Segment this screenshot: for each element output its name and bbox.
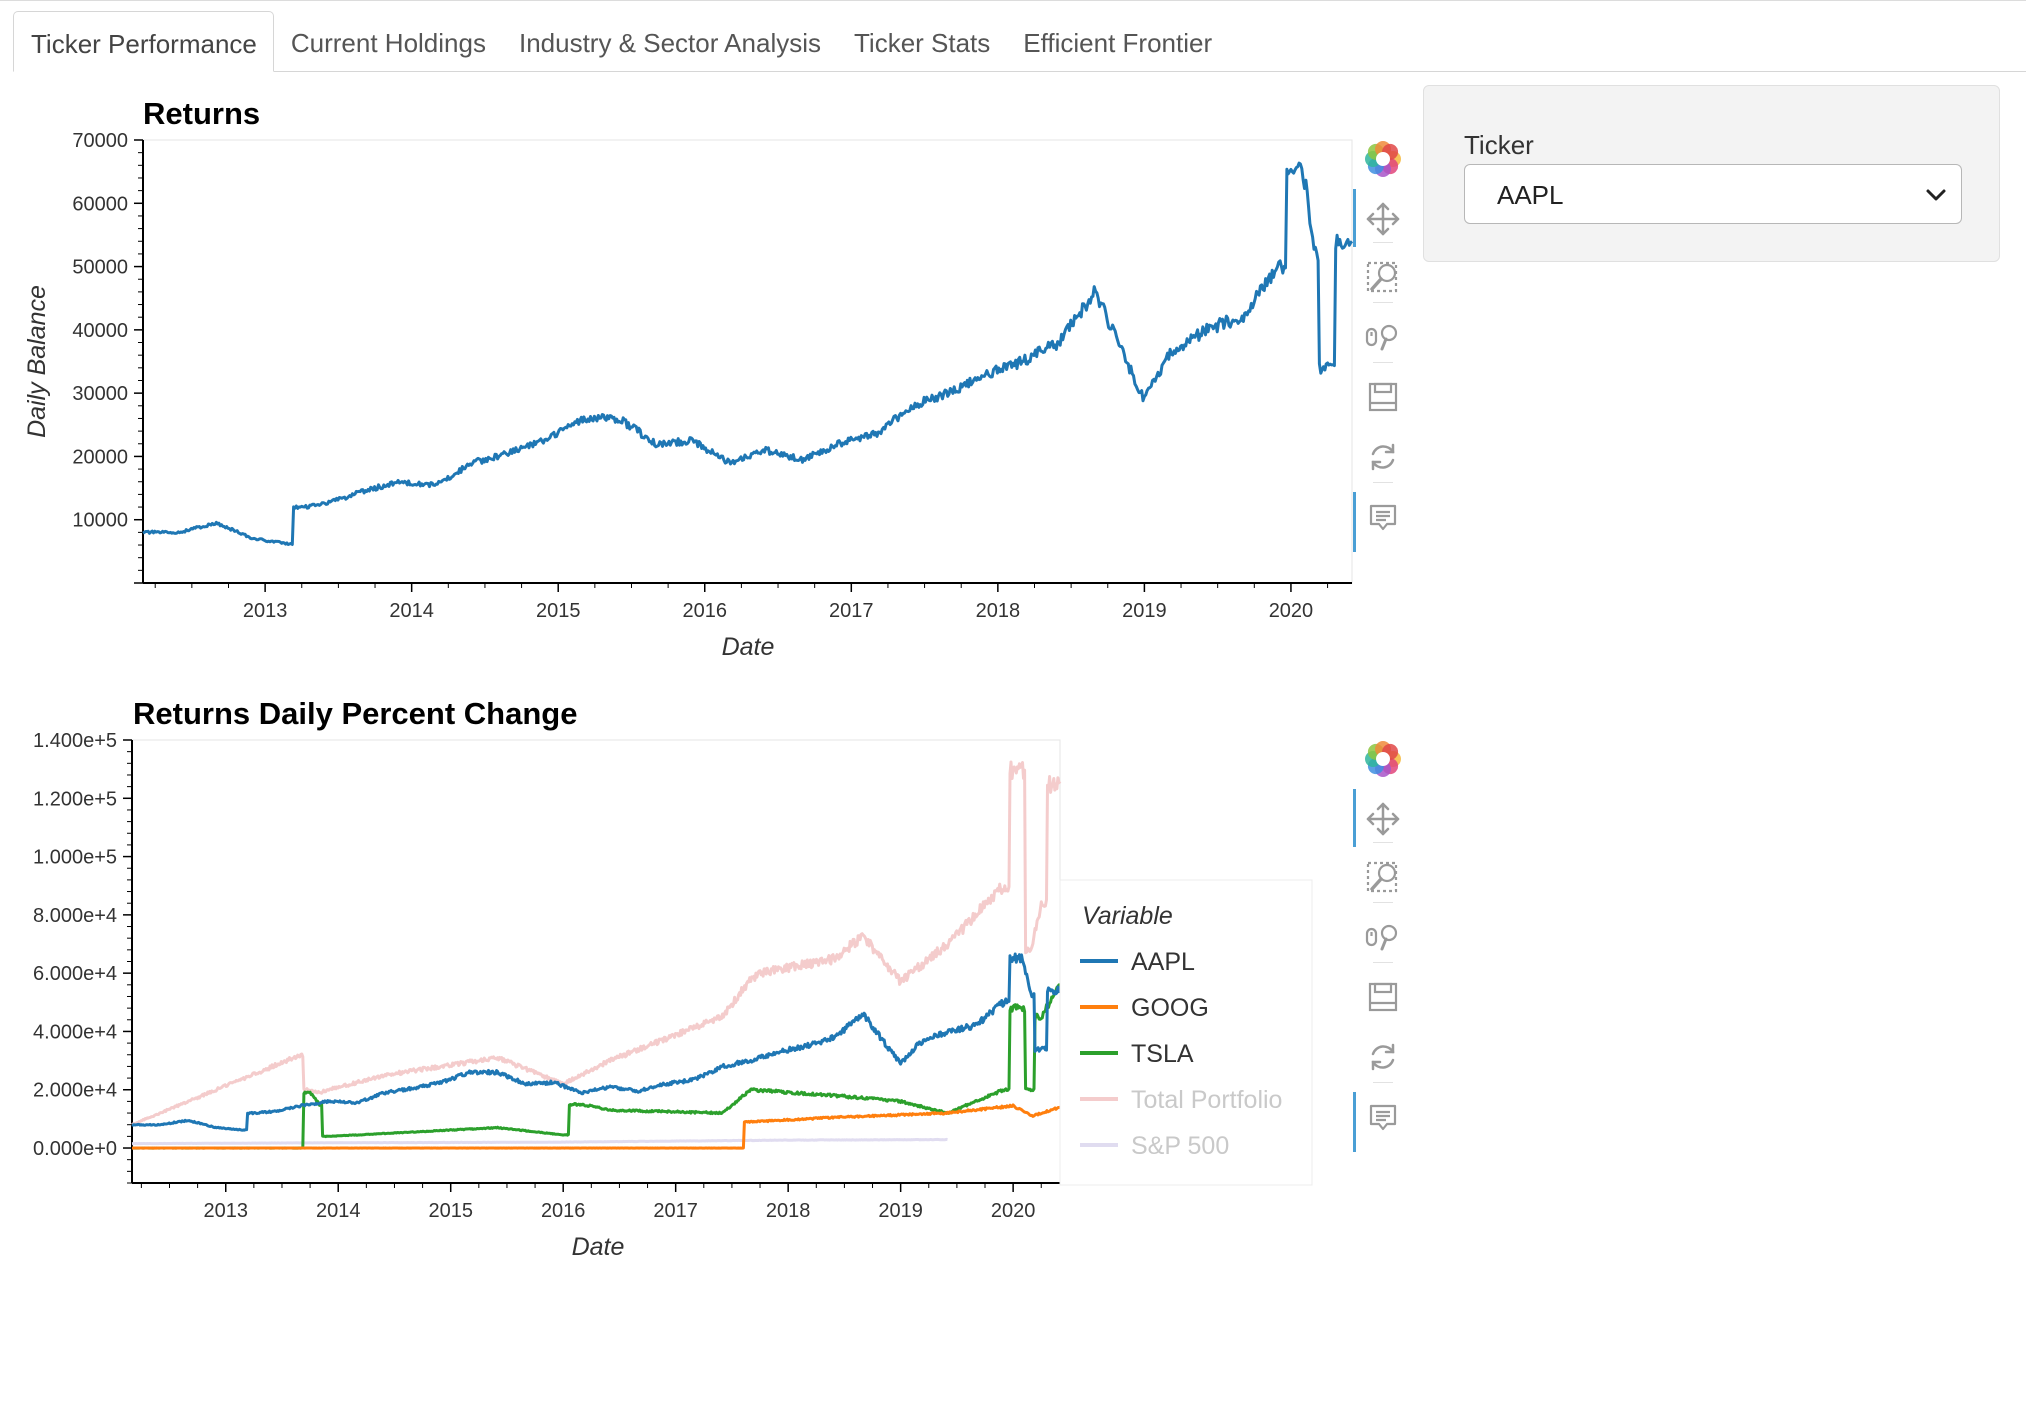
- chevron-down-icon: [1925, 185, 1947, 210]
- y-tick-label: 70000: [72, 130, 128, 152]
- toolbar-separator: [1373, 962, 1393, 963]
- y-tick-label: 8.000e+4: [33, 905, 117, 927]
- y-tick-label: 20000: [72, 446, 128, 468]
- legend-title: Variable: [1082, 902, 1173, 930]
- y-tick-label: 1.400e+5: [33, 730, 117, 752]
- x-tick-label: 2016: [541, 1200, 586, 1222]
- wheel-zoom-icon[interactable]: [1358, 312, 1408, 362]
- toolbar-separator: [1373, 302, 1393, 303]
- toolbar-separator: [1373, 362, 1393, 363]
- reset-icon[interactable]: [1358, 432, 1408, 482]
- y-tick-label: 2.000e+4: [33, 1080, 117, 1102]
- returns-chart-toolbar: [1353, 134, 1408, 564]
- control-panel: Ticker AAPL: [1423, 85, 2000, 262]
- series-line-s-p-500: [131, 1137, 948, 1146]
- y-tick-label: 60000: [72, 193, 128, 215]
- chart-title: Returns: [143, 96, 260, 131]
- series-line-goog: [131, 1103, 1061, 1150]
- legend-label-total-portfolio: Total Portfolio: [1131, 1086, 1282, 1114]
- plot-frame: [142, 139, 1353, 584]
- tab-efficient-frontier[interactable]: Efficient Frontier: [1023, 28, 1213, 58]
- returns-chart-svg: Returns 2013 2014 2015 2016 2017 2018 2019 2020 D…: [23, 96, 1354, 661]
- x-tick-label: 2014: [389, 600, 434, 622]
- ticker-select[interactable]: AAPL: [1464, 164, 1962, 224]
- x-axis-label: Date: [572, 1233, 625, 1261]
- legend-label-goog: GOOG: [1131, 994, 1209, 1022]
- hover-icon[interactable]: [1358, 492, 1408, 542]
- legend-label-aapl: AAPL: [1131, 948, 1195, 976]
- toolbar-separator: [1373, 902, 1393, 903]
- x-axis-label: Date: [722, 633, 775, 661]
- y-tick-label: 30000: [72, 383, 128, 405]
- tab-bar: Ticker Performance Current Holdings Indu…: [13, 11, 1228, 72]
- ticker-label: Ticker: [1464, 130, 1534, 160]
- pan-icon[interactable]: [1358, 194, 1408, 244]
- x-tick-label: 2020: [991, 1200, 1036, 1222]
- active-tool-indicator: [1353, 789, 1356, 847]
- y-tick-label: 4.000e+4: [33, 1021, 117, 1043]
- x-tick-label: 2017: [653, 1200, 698, 1222]
- x-tick-label: 2018: [976, 600, 1021, 622]
- box-zoom-icon[interactable]: [1358, 851, 1408, 901]
- x-tick-label: 2017: [829, 600, 874, 622]
- x-tick-label: 2016: [683, 600, 728, 622]
- toolbar-separator: [1373, 1082, 1393, 1083]
- x-tick-label: 2018: [766, 1200, 811, 1222]
- pan-icon[interactable]: [1358, 794, 1408, 844]
- x-tick-label: 2020: [1269, 600, 1314, 622]
- top-border: [0, 0, 2026, 1]
- box-zoom-icon[interactable]: [1358, 251, 1408, 301]
- x-tick-label: 2015: [536, 600, 581, 622]
- y-tick-label: 1.200e+5: [33, 788, 117, 810]
- y-tick-label: 10000: [72, 510, 128, 532]
- x-tick-label: 2015: [428, 1200, 473, 1222]
- bokeh-logo-icon: [1358, 134, 1408, 184]
- y-tick-label: 50000: [72, 257, 128, 279]
- series-line-aapl: [131, 952, 1062, 1132]
- active-tool-indicator: [1353, 189, 1356, 247]
- toolbar-separator: [1373, 482, 1393, 483]
- y-axis-label: Daily Balance: [23, 285, 51, 438]
- legend-box: [1059, 879, 1313, 1186]
- returns-pct-change-chart-svg: Returns Daily Percent Change 2013 2014 2015…: [33, 696, 1313, 1261]
- series-line: [142, 161, 1354, 546]
- tab-ticker-stats[interactable]: Ticker Stats: [854, 28, 991, 58]
- save-icon[interactable]: [1358, 372, 1408, 422]
- returns-pct-change-chart[interactable]: Returns Daily Percent Change 2013 2014 2015…: [0, 685, 1360, 1275]
- toolbar-separator: [1373, 242, 1393, 243]
- active-tool-indicator: [1353, 492, 1356, 552]
- toolbar-separator: [1373, 842, 1393, 843]
- returns-chart[interactable]: Returns 2013 2014 2015 2016 2017 2018 2019 2020 D…: [0, 85, 1360, 675]
- ticker-select-value: AAPL: [1497, 180, 1564, 210]
- y-tick-label: 6.000e+4: [33, 963, 117, 985]
- y-tick-label: 1.000e+5: [33, 847, 117, 869]
- y-tick-label: 40000: [72, 320, 128, 342]
- hover-icon[interactable]: [1358, 1092, 1408, 1142]
- x-tick-label: 2013: [243, 600, 288, 622]
- save-icon[interactable]: [1358, 972, 1408, 1022]
- plot-frame: [131, 739, 1061, 1184]
- x-tick-label: 2019: [1122, 600, 1167, 622]
- returns-pct-change-chart-toolbar: [1353, 734, 1408, 1164]
- tab-ticker-performance[interactable]: Ticker Performance: [13, 11, 274, 72]
- tab-industry-sector-analysis[interactable]: Industry & Sector Analysis: [518, 28, 821, 58]
- series-line-total-portfolio: [131, 760, 1062, 1126]
- x-tick-label: 2019: [878, 1200, 923, 1222]
- bokeh-logo-icon: [1358, 734, 1408, 784]
- x-tick-label: 2013: [203, 1200, 248, 1222]
- legend-label-s-p-500: S&P 500: [1131, 1132, 1229, 1160]
- chart-title: Returns Daily Percent Change: [133, 696, 577, 731]
- x-tick-label: 2014: [316, 1200, 361, 1222]
- legend-label-tsla: TSLA: [1131, 1040, 1194, 1068]
- reset-icon[interactable]: [1358, 1032, 1408, 1082]
- active-tool-indicator: [1353, 1092, 1356, 1152]
- wheel-zoom-icon[interactable]: [1358, 912, 1408, 962]
- tab-current-holdings[interactable]: Current Holdings: [290, 28, 486, 58]
- tab-bar-divider: [13, 71, 2026, 72]
- y-tick-label: 0.000e+0: [33, 1138, 117, 1160]
